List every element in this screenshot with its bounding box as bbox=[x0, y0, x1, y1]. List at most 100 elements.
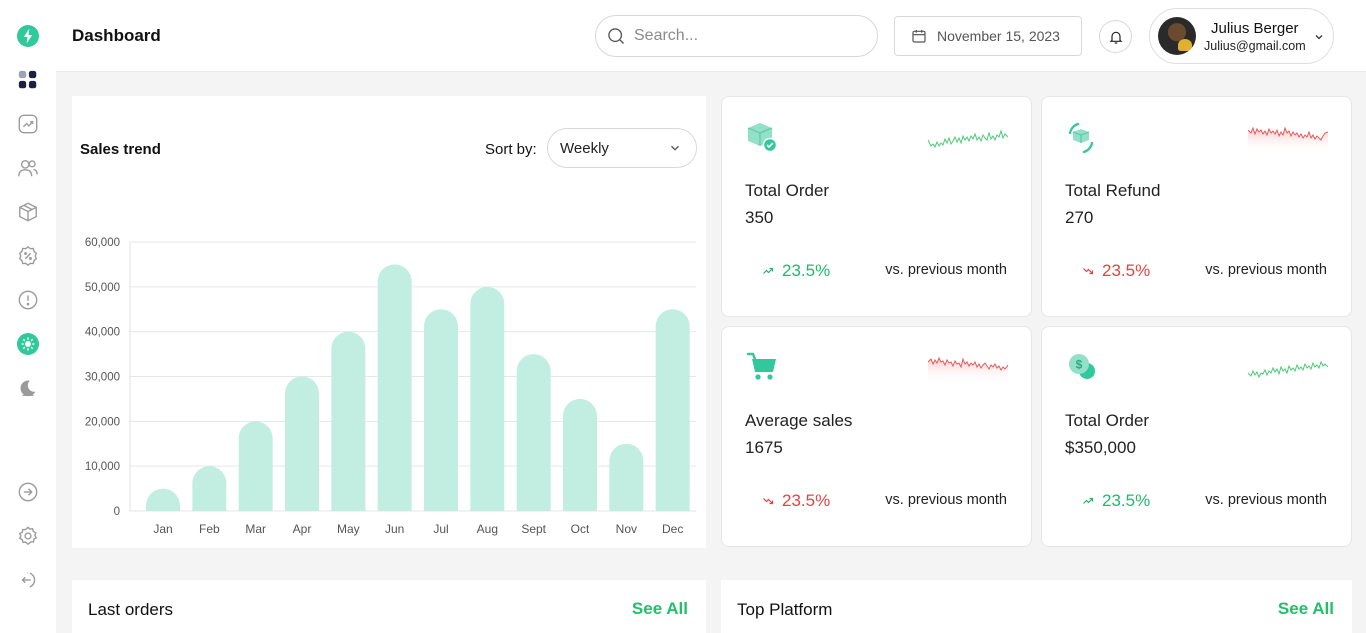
sort-select[interactable]: Weekly bbox=[547, 128, 697, 168]
trend-indicator: 23.5% bbox=[1082, 491, 1150, 511]
box-check-icon bbox=[747, 123, 778, 153]
user-name: Julius Berger bbox=[1211, 20, 1299, 37]
x-tick-label: Aug bbox=[477, 522, 498, 536]
trend-up-icon bbox=[1083, 497, 1094, 504]
user-email: Julius@gmail.com bbox=[1204, 39, 1306, 53]
x-tick-label: Oct bbox=[571, 522, 590, 536]
x-tick-label: Sept bbox=[521, 522, 546, 536]
sparkline-down bbox=[928, 356, 1008, 384]
card-value: 350 bbox=[745, 208, 774, 227]
comparison-text: vs. previous month bbox=[1205, 492, 1327, 508]
logo-icon[interactable] bbox=[16, 24, 40, 48]
trend-up-icon bbox=[763, 267, 774, 274]
comparison-text: vs. previous month bbox=[885, 262, 1007, 278]
notification-button[interactable] bbox=[1099, 20, 1132, 53]
coins-icon: $ bbox=[1069, 354, 1095, 379]
trend-down-icon bbox=[1083, 268, 1094, 275]
sidebar bbox=[0, 0, 56, 633]
x-tick-label: May bbox=[337, 522, 360, 536]
bar-jul[interactable] bbox=[424, 309, 458, 511]
card-label: Average sales bbox=[745, 411, 853, 430]
comparison-text: vs. previous month bbox=[885, 492, 1007, 508]
logout-icon[interactable] bbox=[16, 568, 40, 592]
x-tick-label: Jun bbox=[385, 522, 404, 536]
discount-icon[interactable] bbox=[16, 244, 40, 268]
bar-oct[interactable] bbox=[563, 398, 597, 511]
calendar-icon bbox=[912, 30, 926, 43]
sales-bar-chart: 0 10,000 20,000 30,000 40,000 50,000 60,000 Jan… bbox=[85, 237, 696, 536]
svg-text:$: $ bbox=[1076, 358, 1083, 372]
comparison-text: vs. previous month bbox=[1205, 262, 1327, 278]
dashboard-icon[interactable] bbox=[16, 68, 40, 92]
moon-icon[interactable] bbox=[16, 376, 40, 400]
see-all-platforms-link[interactable]: See All bbox=[1277, 599, 1334, 618]
settings-icon[interactable] bbox=[16, 524, 40, 548]
sales-trend-panel: Sales trend Sort by: Weekly 0 10,000 20,00… bbox=[72, 96, 706, 548]
card-label: Total Refund bbox=[1065, 181, 1161, 200]
date-text: November 15, 2023 bbox=[937, 28, 1060, 44]
sort-label: Sort by: bbox=[485, 141, 537, 158]
refund-box-icon bbox=[1068, 122, 1094, 154]
bar-aug[interactable] bbox=[470, 286, 505, 511]
card-label: Total Order bbox=[1065, 411, 1150, 430]
trend-value: 23.5% bbox=[782, 491, 831, 510]
bar-nov[interactable] bbox=[609, 443, 644, 511]
top-platform-title: Top Platform bbox=[737, 600, 833, 619]
y-tick-label: 40,000 bbox=[85, 327, 120, 339]
x-tick-label: Dec bbox=[662, 522, 683, 536]
bar-sept[interactable] bbox=[516, 354, 551, 511]
sparkline-down bbox=[1248, 126, 1328, 154]
bar-mar[interactable] bbox=[238, 421, 273, 511]
y-tick-label: 0 bbox=[114, 506, 120, 518]
search-box[interactable] bbox=[595, 15, 878, 57]
sort-value: Weekly bbox=[560, 139, 609, 157]
x-tick-label: Nov bbox=[616, 522, 637, 536]
y-tick-label: 20,000 bbox=[85, 416, 120, 428]
sales-trend-title: Sales trend bbox=[80, 141, 161, 158]
sparkline-up bbox=[928, 129, 1008, 149]
search-input[interactable] bbox=[634, 27, 864, 45]
last-orders-panel: Last orders See All bbox=[72, 580, 706, 633]
alert-icon[interactable] bbox=[16, 288, 40, 312]
x-tick-label: Jan bbox=[153, 522, 172, 536]
stat-card-total-order: Total Order 350 23.5% vs. previous month bbox=[721, 96, 1032, 317]
card-value: $350,000 bbox=[1065, 438, 1136, 457]
see-all-orders-link[interactable]: See All bbox=[631, 599, 688, 618]
user-menu[interactable]: Julius Berger Julius@gmail.com bbox=[1149, 8, 1334, 64]
y-tick-label: 60,000 bbox=[85, 237, 120, 249]
box-icon[interactable] bbox=[16, 200, 40, 224]
stat-card-average-sales: Average sales 1675 23.5% vs. previous mo… bbox=[721, 326, 1032, 547]
chevron-down-icon bbox=[1315, 35, 1323, 40]
trend-indicator: 23.5% bbox=[762, 491, 830, 511]
card-value: 1675 bbox=[745, 438, 783, 457]
trend-value: 23.5% bbox=[1102, 491, 1151, 510]
bar-jun[interactable] bbox=[377, 264, 412, 511]
x-tick-label: Apr bbox=[293, 522, 312, 536]
login-icon[interactable] bbox=[16, 480, 40, 504]
trend-value: 23.5% bbox=[782, 261, 831, 280]
sparkline-up bbox=[1248, 360, 1328, 379]
page-title: Dashboard bbox=[72, 26, 161, 45]
trend-down-icon bbox=[763, 498, 774, 505]
users-icon[interactable] bbox=[16, 156, 40, 180]
bar-feb[interactable] bbox=[192, 466, 227, 511]
bar-jan[interactable] bbox=[146, 488, 180, 511]
bell-icon bbox=[1109, 31, 1122, 44]
trend-value: 23.5% bbox=[1102, 261, 1151, 280]
card-label: Total Order bbox=[745, 181, 830, 200]
date-picker[interactable]: November 15, 2023 bbox=[894, 16, 1082, 56]
stat-card-total-order-value: $ Total Order $350,000 23.5% vs. previou… bbox=[1041, 326, 1352, 547]
avatar bbox=[1158, 17, 1196, 55]
analytics-icon[interactable] bbox=[16, 112, 40, 136]
bar-dec[interactable] bbox=[655, 309, 690, 511]
top-header: Dashboard November 15, 2023 Julius Berge… bbox=[56, 0, 1366, 72]
cart-icon bbox=[746, 352, 776, 380]
y-tick-label: 10,000 bbox=[85, 461, 120, 473]
x-tick-label: Feb bbox=[199, 522, 220, 536]
chevron-down-icon bbox=[671, 145, 679, 151]
bar-may[interactable] bbox=[331, 331, 366, 511]
bar-apr[interactable] bbox=[285, 376, 319, 512]
y-tick-label: 30,000 bbox=[85, 372, 120, 384]
sun-icon[interactable] bbox=[16, 332, 40, 356]
trend-indicator: 23.5% bbox=[762, 261, 830, 281]
